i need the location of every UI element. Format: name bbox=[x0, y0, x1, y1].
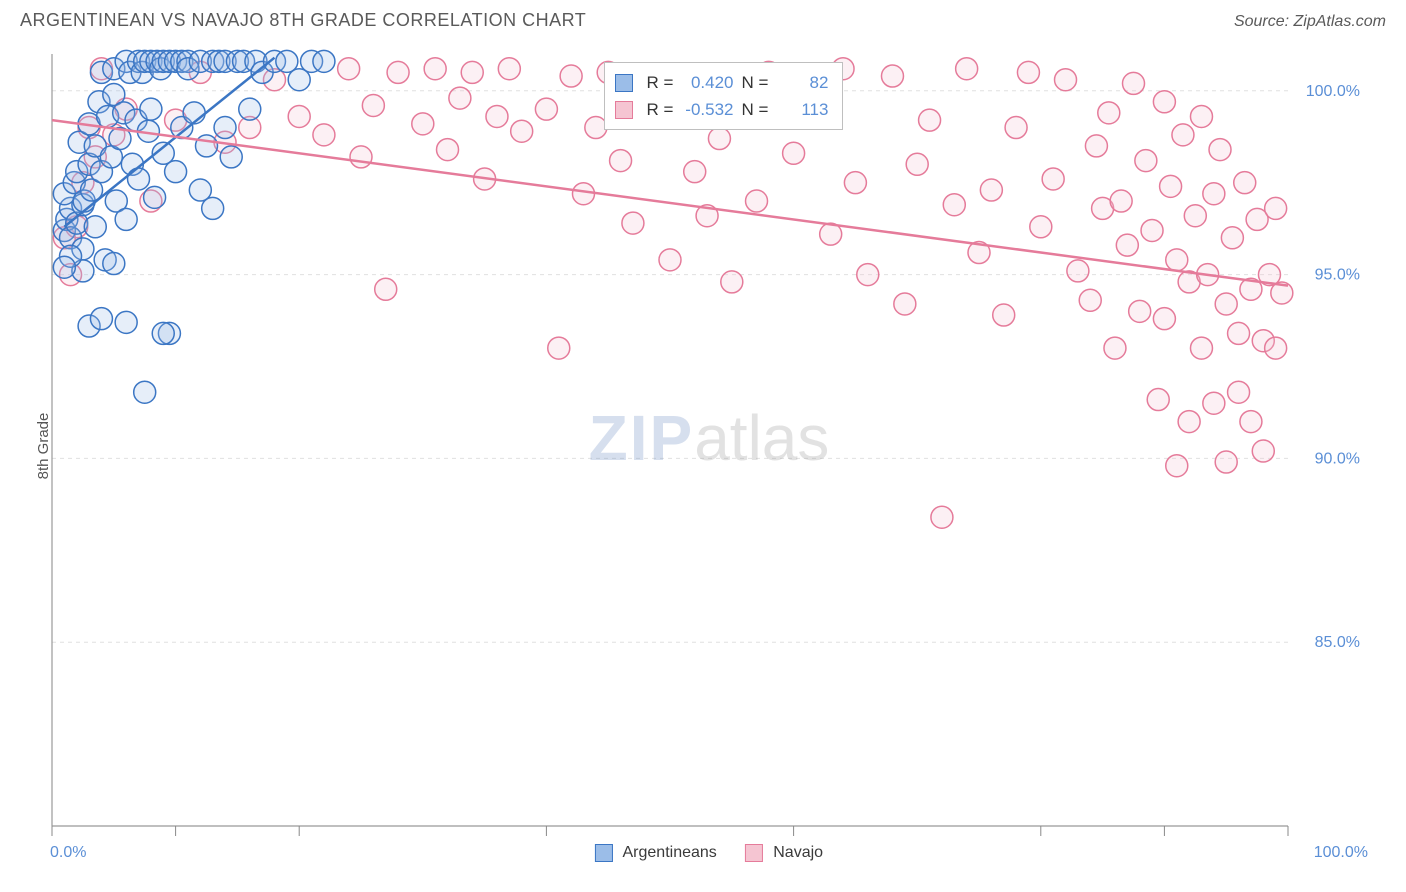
legend-swatch-navajo bbox=[615, 101, 633, 119]
svg-text:95.0%: 95.0% bbox=[1315, 267, 1360, 284]
legend-swatch-argentineans bbox=[615, 74, 633, 92]
x-axis-right-label: 100.0% bbox=[1314, 844, 1368, 862]
swatch-navajo-icon bbox=[745, 844, 763, 862]
legend-row-argentineans: R = 0.420 N = 82 bbox=[615, 69, 829, 96]
svg-text:90.0%: 90.0% bbox=[1315, 450, 1360, 467]
r-value-argentineans: 0.420 bbox=[681, 69, 733, 96]
x-axis-left-label: 0.0% bbox=[50, 844, 86, 862]
n-label: N = bbox=[741, 69, 768, 96]
swatch-argentineans-icon bbox=[595, 844, 613, 862]
legend-label-navajo: Navajo bbox=[773, 844, 823, 861]
correlation-legend: R = 0.420 N = 82 R = -0.532 N = 113 bbox=[604, 62, 844, 130]
r-label: R = bbox=[647, 96, 674, 123]
legend-row-navajo: R = -0.532 N = 113 bbox=[615, 96, 829, 123]
svg-text:100.0%: 100.0% bbox=[1306, 83, 1360, 100]
legend-item-argentineans: Argentineans bbox=[595, 844, 717, 862]
chart-source: Source: ZipAtlas.com bbox=[1234, 13, 1386, 31]
r-value-navajo: -0.532 bbox=[681, 96, 733, 123]
n-label: N = bbox=[741, 96, 768, 123]
svg-text:85.0%: 85.0% bbox=[1315, 634, 1360, 651]
chart-title: ARGENTINEAN VS NAVAJO 8TH GRADE CORRELAT… bbox=[20, 10, 586, 31]
legend-item-navajo: Navajo bbox=[745, 844, 823, 862]
chart-area: 85.0%90.0%95.0%100.0% ZIPatlas R = 0.420… bbox=[50, 48, 1368, 844]
scatter-chart: 85.0% 90.0% 95.0% 100.0% bbox=[50, 48, 1368, 844]
r-label: R = bbox=[647, 69, 674, 96]
n-value-navajo: 113 bbox=[776, 96, 828, 123]
legend-label-argentineans: Argentineans bbox=[623, 844, 717, 861]
series-legend: Argentineans Navajo bbox=[595, 844, 823, 862]
chart-footer: 0.0% 100.0% Argentineans Navajo bbox=[50, 844, 1368, 892]
n-value-argentineans: 82 bbox=[776, 69, 828, 96]
